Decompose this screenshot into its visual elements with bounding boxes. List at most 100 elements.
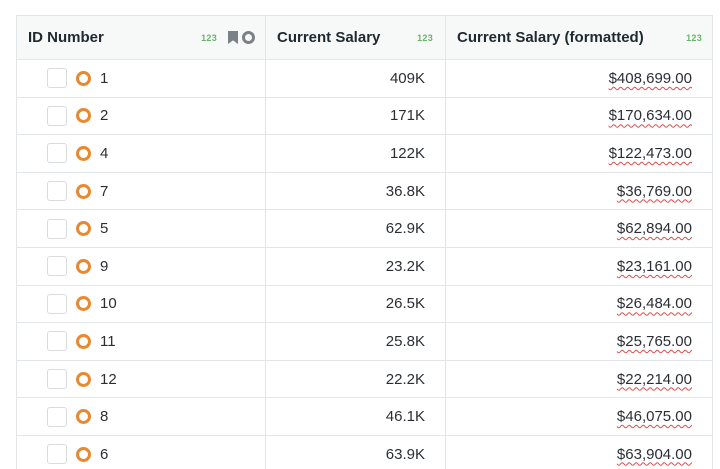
- row-checkbox[interactable]: [47, 143, 67, 164]
- id-value: 9: [100, 257, 109, 275]
- numeric-type-badge: 123: [417, 32, 433, 43]
- salary-cell: 409K: [266, 60, 446, 97]
- formatted-salary-cell: $22,214.00: [446, 360, 713, 398]
- status-ring-icon[interactable]: [76, 108, 91, 124]
- row-checkbox[interactable]: [47, 369, 67, 390]
- status-ring-icon[interactable]: [76, 296, 91, 312]
- salary-value: 62.9K: [385, 220, 425, 238]
- salary-cell: 62.9K: [266, 210, 446, 247]
- formatted-salary-value: $23,161.00: [616, 257, 692, 275]
- table-row[interactable]: 10 26.5K $26,484.00: [16, 285, 713, 324]
- row-checkbox[interactable]: [47, 256, 67, 277]
- id-cell: 12: [16, 360, 266, 398]
- id-cell: 2: [16, 97, 266, 135]
- id-cell: 1: [16, 60, 266, 97]
- row-checkbox[interactable]: [47, 444, 67, 465]
- status-ring-icon[interactable]: [76, 409, 91, 425]
- formatted-salary-cell: $36,769.00: [446, 172, 713, 210]
- id-value: 4: [100, 144, 109, 162]
- id-cell: 10: [16, 285, 266, 323]
- id-value: 11: [100, 332, 116, 350]
- table-row[interactable]: 9 23.2K $23,161.00: [16, 247, 713, 286]
- salary-value: 26.5K: [385, 295, 425, 313]
- column-header-id-number[interactable]: ID Number 123: [16, 16, 266, 59]
- formatted-salary-cell: $408,699.00: [446, 60, 713, 97]
- id-value: 10: [100, 295, 117, 313]
- formatted-salary-value: $62,894.00: [616, 220, 692, 238]
- salary-value: 63.9K: [385, 445, 425, 463]
- column-header-current-salary-formatted[interactable]: Current Salary (formatted) 123: [446, 16, 713, 59]
- row-checkbox[interactable]: [47, 68, 67, 89]
- salary-value: 122K: [389, 144, 425, 162]
- status-ring-icon[interactable]: [76, 221, 91, 237]
- formatted-salary-value: $26,484.00: [616, 295, 692, 313]
- column-header-label: Current Salary: [277, 29, 381, 46]
- row-checkbox[interactable]: [47, 105, 67, 126]
- formatted-salary-cell: $25,765.00: [446, 323, 713, 360]
- status-ring-icon[interactable]: [76, 70, 91, 86]
- id-cell: 8: [16, 398, 266, 435]
- header-icons: [228, 31, 255, 44]
- salary-cell: 171K: [266, 97, 446, 135]
- id-cell: 11: [16, 323, 266, 360]
- table-row[interactable]: 8 46.1K $46,075.00: [16, 398, 713, 436]
- formatted-salary-cell: $46,075.00: [446, 398, 713, 435]
- salary-value: 171K: [389, 107, 425, 125]
- table-row[interactable]: 5 62.9K $62,894.00: [16, 210, 713, 248]
- formatted-salary-cell: $63,904.00: [446, 435, 713, 469]
- id-cell: 6: [16, 435, 266, 469]
- row-checkbox[interactable]: [47, 331, 67, 352]
- bookmark-icon[interactable]: [228, 31, 238, 44]
- salary-cell: 122K: [266, 135, 446, 172]
- table-row[interactable]: 2 171K $170,634.00: [16, 97, 713, 136]
- status-ring-icon[interactable]: [76, 145, 91, 161]
- table-row[interactable]: 12 22.2K $22,214.00: [16, 360, 713, 399]
- salary-cell: 36.8K: [266, 172, 446, 210]
- salary-cell: 63.9K: [266, 435, 446, 469]
- formatted-salary-cell: $23,161.00: [446, 247, 713, 285]
- salary-value: 25.8K: [385, 332, 425, 350]
- salary-value: 36.8K: [385, 182, 425, 200]
- row-checkbox[interactable]: [47, 181, 67, 202]
- data-table: ID Number 123 Current Salary 123 Current…: [16, 15, 713, 469]
- formatted-salary-value: $25,765.00: [616, 332, 692, 350]
- id-value: 6: [100, 445, 109, 463]
- id-cell: 9: [16, 247, 266, 285]
- formatted-salary-cell: $26,484.00: [446, 285, 713, 323]
- status-ring-icon[interactable]: [76, 333, 91, 349]
- formatted-salary-cell: $170,634.00: [446, 97, 713, 135]
- id-cell: 7: [16, 172, 266, 210]
- id-cell: 4: [16, 135, 266, 172]
- formatted-salary-cell: $62,894.00: [446, 210, 713, 247]
- formatted-salary-cell: $122,473.00: [446, 135, 713, 172]
- table-row[interactable]: 7 36.8K $36,769.00: [16, 172, 713, 211]
- status-ring-icon[interactable]: [76, 446, 91, 462]
- column-header-label: Current Salary (formatted): [457, 29, 644, 46]
- row-checkbox[interactable]: [47, 218, 67, 239]
- status-ring-icon[interactable]: [76, 258, 91, 274]
- row-checkbox[interactable]: [47, 293, 67, 314]
- table-row[interactable]: 6 63.9K $63,904.00: [16, 435, 713, 469]
- column-header-current-salary[interactable]: Current Salary 123: [266, 16, 446, 59]
- id-cell: 5: [16, 210, 266, 247]
- formatted-salary-value: $63,904.00: [616, 445, 692, 463]
- row-checkbox[interactable]: [47, 406, 67, 427]
- status-ring-icon[interactable]: [76, 183, 91, 199]
- salary-value: 409K: [389, 69, 425, 87]
- table-body: 1 409K $408,699.00 2 171K $170,634.00 4 122K $12…: [16, 60, 713, 469]
- formatted-salary-value: $22,214.00: [616, 370, 692, 388]
- status-ring-icon[interactable]: [76, 371, 91, 387]
- formatted-salary-value: $122,473.00: [608, 144, 692, 162]
- table-row[interactable]: 1 409K $408,699.00: [16, 60, 713, 98]
- circle-icon[interactable]: [242, 31, 255, 44]
- id-value: 5: [100, 220, 109, 238]
- salary-cell: 22.2K: [266, 360, 446, 398]
- table-header: ID Number 123 Current Salary 123 Current…: [16, 15, 713, 60]
- id-value: 7: [100, 182, 109, 200]
- salary-cell: 46.1K: [266, 398, 446, 435]
- table-row[interactable]: 4 122K $122,473.00: [16, 135, 713, 173]
- salary-value: 23.2K: [385, 257, 425, 275]
- table-row[interactable]: 11 25.8K $25,765.00: [16, 323, 713, 361]
- formatted-salary-value: $408,699.00: [608, 69, 692, 87]
- id-value: 8: [100, 408, 109, 426]
